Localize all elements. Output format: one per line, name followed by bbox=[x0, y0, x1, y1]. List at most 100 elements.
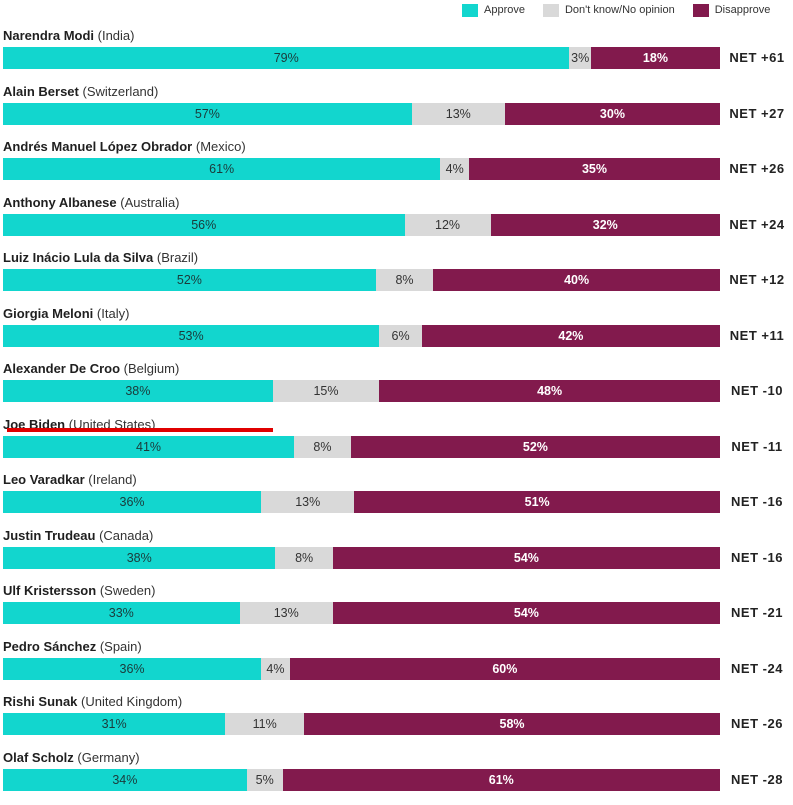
leader-country: (Mexico) bbox=[195, 139, 246, 154]
leader-label: Alexander De Croo (Belgium) bbox=[3, 360, 179, 378]
leader-row: Alain Berset (Switzerland) 57% 13% 30% NET +… bbox=[0, 83, 793, 139]
stacked-bar: 56% 12% 32% bbox=[3, 213, 720, 236]
approve-segment: 38% bbox=[3, 380, 273, 402]
stacked-bar: 31% 11% 58% bbox=[3, 713, 720, 735]
disapprove-segment: 40% bbox=[433, 269, 720, 291]
stacked-bar: 38% 8% 54% bbox=[3, 546, 720, 569]
net-score: NET +27 bbox=[729, 105, 785, 121]
approve-segment: 31% bbox=[3, 713, 226, 735]
no-opinion-segment: 13% bbox=[239, 602, 333, 624]
approve-segment: 53% bbox=[3, 324, 380, 347]
no-opinion-segment: 11% bbox=[225, 713, 305, 735]
legend-label: Don't know/No opinion bbox=[564, 4, 675, 16]
legend-label: Approve bbox=[484, 4, 525, 16]
leader-name: Pedro Sánchez bbox=[3, 638, 100, 654]
leader-country: (India) bbox=[97, 28, 135, 43]
approve-segment: 52% bbox=[3, 269, 376, 291]
no-opinion-segment: 15% bbox=[272, 380, 380, 402]
stacked-bar: 79% 3% 18% bbox=[3, 47, 720, 69]
no-opinion-segment: 8% bbox=[275, 546, 333, 569]
leader-row: Olaf Scholz (Germany) 34% 5% 61% NET -28 bbox=[0, 749, 793, 805]
approve-segment: 36% bbox=[3, 657, 262, 680]
leader-row: Alexander De Croo (Belgium) 38% 15% 48% NET … bbox=[0, 360, 793, 416]
net-score: NET -26 bbox=[731, 716, 783, 731]
leader-name: Rishi Sunak bbox=[3, 694, 82, 709]
approve-segment: 56% bbox=[3, 213, 405, 236]
leader-row: Joe Biden (United States) 41% 8% 52% NET -11 bbox=[0, 416, 793, 472]
disapprove-segment: 51% bbox=[354, 491, 720, 513]
disapprove-segment: 52% bbox=[350, 435, 720, 458]
highlight-underline bbox=[7, 427, 273, 432]
net-score: NET -10 bbox=[731, 383, 783, 398]
stacked-bar: 34% 5% 61% bbox=[3, 768, 720, 791]
leader-label: Rishi Sunak (United Kingdom) bbox=[3, 693, 182, 711]
leader-row: Pedro Sánchez (Spain) 36% 4% 60% NET -24 bbox=[0, 638, 793, 694]
leader-row: Andrés Manuel López Obrador (Mexico) 61% 4… bbox=[0, 138, 793, 194]
leader-name: Giorgia Meloni bbox=[3, 305, 97, 321]
leader-label: Leo Varadkar (Ireland) bbox=[3, 471, 137, 489]
net-score: NET -16 bbox=[731, 494, 783, 509]
leader-row: Justin Trudeau (Canada) 38% 8% 54% NET -16 bbox=[0, 527, 793, 583]
net-score: NET -11 bbox=[731, 438, 783, 454]
leader-label: Luiz Inácio Lula da Silva (Brazil) bbox=[3, 249, 198, 267]
no-opinion-segment: 4% bbox=[440, 158, 470, 180]
leader-row: Narendra Modi (India) 79% 3% 18% NET +61 bbox=[0, 27, 793, 83]
approve-segment: 34% bbox=[3, 768, 247, 791]
disapprove-segment: 35% bbox=[469, 158, 720, 180]
leader-name: Justin Trudeau bbox=[3, 527, 100, 543]
leader-row: Ulf Kristersson (Sweden) 33% 13% 54% NET -21 bbox=[0, 582, 793, 638]
legend-swatch bbox=[462, 3, 478, 17]
chart-legend: Approve Don't know/No opinion Disapprove bbox=[462, 2, 788, 18]
disapprove-segment: 54% bbox=[332, 546, 720, 569]
leader-name: Anthony Albanese bbox=[3, 194, 121, 210]
leader-label: Olaf Scholz (Germany) bbox=[3, 749, 140, 767]
leader-label: Narendra Modi (India) bbox=[3, 27, 134, 45]
net-score: NET +11 bbox=[729, 327, 785, 343]
leader-label: Ulf Kristersson (Sweden) bbox=[3, 582, 155, 600]
leader-country: (Italy) bbox=[96, 305, 130, 321]
no-opinion-segment: 13% bbox=[261, 491, 355, 513]
legend-item: Don't know/No opinion bbox=[542, 3, 675, 17]
net-score: NET +12 bbox=[729, 272, 785, 287]
disapprove-segment: 58% bbox=[304, 713, 720, 735]
stacked-bar: 33% 13% 54% bbox=[3, 602, 720, 624]
net-score: NET -16 bbox=[731, 549, 783, 565]
leader-label: Andrés Manuel López Obrador (Mexico) bbox=[3, 138, 246, 156]
no-opinion-segment: 12% bbox=[404, 213, 491, 236]
stacked-bar: 36% 13% 51% bbox=[3, 491, 720, 513]
leader-country: (Sweden) bbox=[99, 583, 156, 598]
leader-name: Narendra Modi bbox=[3, 28, 98, 43]
stacked-bar: 61% 4% 35% bbox=[3, 158, 720, 180]
no-opinion-segment: 13% bbox=[411, 102, 505, 125]
stacked-bar: 53% 6% 42% bbox=[3, 324, 720, 347]
leader-row: Rishi Sunak (United Kingdom) 31% 11% 58% NET… bbox=[0, 693, 793, 749]
leader-country: (Switzerland) bbox=[82, 83, 159, 99]
disapprove-segment: 60% bbox=[289, 657, 720, 680]
no-opinion-segment: 3% bbox=[569, 47, 591, 69]
approve-segment: 36% bbox=[3, 491, 262, 513]
disapprove-segment: 61% bbox=[282, 768, 720, 791]
net-score: NET +24 bbox=[729, 216, 785, 232]
no-opinion-segment: 8% bbox=[294, 435, 351, 458]
leader-country: (Germany) bbox=[77, 749, 140, 765]
net-score: NET -28 bbox=[731, 771, 783, 787]
leader-row: Luiz Inácio Lula da Silva (Brazil) 52% 8% 4… bbox=[0, 249, 793, 305]
no-opinion-segment: 6% bbox=[379, 324, 422, 347]
stacked-bar: 52% 8% 40% bbox=[3, 269, 720, 291]
leader-name: Ulf Kristersson bbox=[3, 583, 100, 598]
leader-country: (Spain) bbox=[99, 638, 142, 654]
legend-swatch bbox=[542, 3, 559, 17]
approve-segment: 79% bbox=[3, 47, 570, 69]
leader-name: Alexander De Croo bbox=[3, 361, 124, 376]
stacked-bar: 41% 8% 52% bbox=[3, 435, 720, 458]
stacked-bar: 38% 15% 48% bbox=[3, 380, 720, 402]
leader-name: Andrés Manuel López Obrador bbox=[3, 139, 196, 154]
leader-country: (Ireland) bbox=[88, 472, 137, 487]
leader-label: Pedro Sánchez (Spain) bbox=[3, 638, 142, 656]
leader-country: (Canada) bbox=[99, 527, 154, 543]
approve-segment: 33% bbox=[3, 602, 240, 624]
leader-name: Luiz Inácio Lula da Silva bbox=[3, 250, 157, 265]
leader-name: Alain Berset bbox=[3, 83, 83, 99]
disapprove-segment: 32% bbox=[490, 213, 720, 236]
